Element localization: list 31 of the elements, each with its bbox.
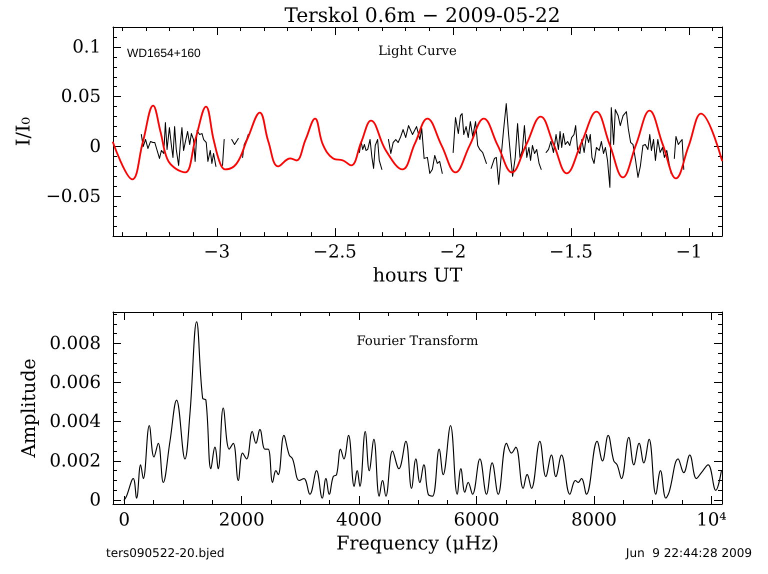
x-tick-label: −1 bbox=[676, 242, 702, 263]
y-tick-label: 0 bbox=[90, 136, 101, 157]
x-tick-label: 6000 bbox=[454, 510, 500, 530]
y-tick-label: 0.05 bbox=[60, 86, 101, 108]
x-tick-label: 8000 bbox=[571, 510, 617, 530]
x-tick-label: 4000 bbox=[336, 510, 382, 530]
y-tick-label: 0.004 bbox=[49, 411, 101, 432]
x-tick-label: −2 bbox=[440, 242, 466, 263]
x-tick-label: 2000 bbox=[218, 510, 265, 530]
y-tick-label: 0.1 bbox=[72, 36, 101, 58]
x-tick-label: −1.5 bbox=[549, 242, 593, 263]
y-tick-label: 0 bbox=[90, 490, 101, 511]
text: ters090522-20.bjed bbox=[106, 546, 224, 560]
x-axis-title: Frequency (μHz) bbox=[336, 532, 499, 554]
y-tick-label: −0.05 bbox=[46, 186, 101, 207]
y-axis-title: Amplitude bbox=[18, 358, 40, 459]
y-tick-label: 0.008 bbox=[49, 332, 101, 354]
y-tick-label: 0.002 bbox=[49, 450, 101, 472]
annotation: WD1654+160 bbox=[127, 46, 202, 60]
x-axis-title: hours UT bbox=[372, 264, 463, 286]
x-tick-label: −2.5 bbox=[313, 242, 357, 263]
y-tick-label: 0.006 bbox=[49, 372, 101, 394]
annotation: Light Curve bbox=[378, 44, 458, 59]
line-series bbox=[112, 104, 723, 180]
x-tick-label: 10⁴ bbox=[696, 510, 726, 530]
annotation: Fourier Transform bbox=[356, 334, 478, 349]
chart-title: Terskol 0.6m − 2009-05-22 bbox=[284, 3, 560, 27]
y-axis-title: I/I₀ bbox=[12, 116, 34, 146]
x-tick-label: −3 bbox=[204, 242, 230, 263]
x-tick-label: 0 bbox=[118, 510, 130, 530]
text: Jun 9 22:44:28 2009 bbox=[624, 546, 752, 560]
